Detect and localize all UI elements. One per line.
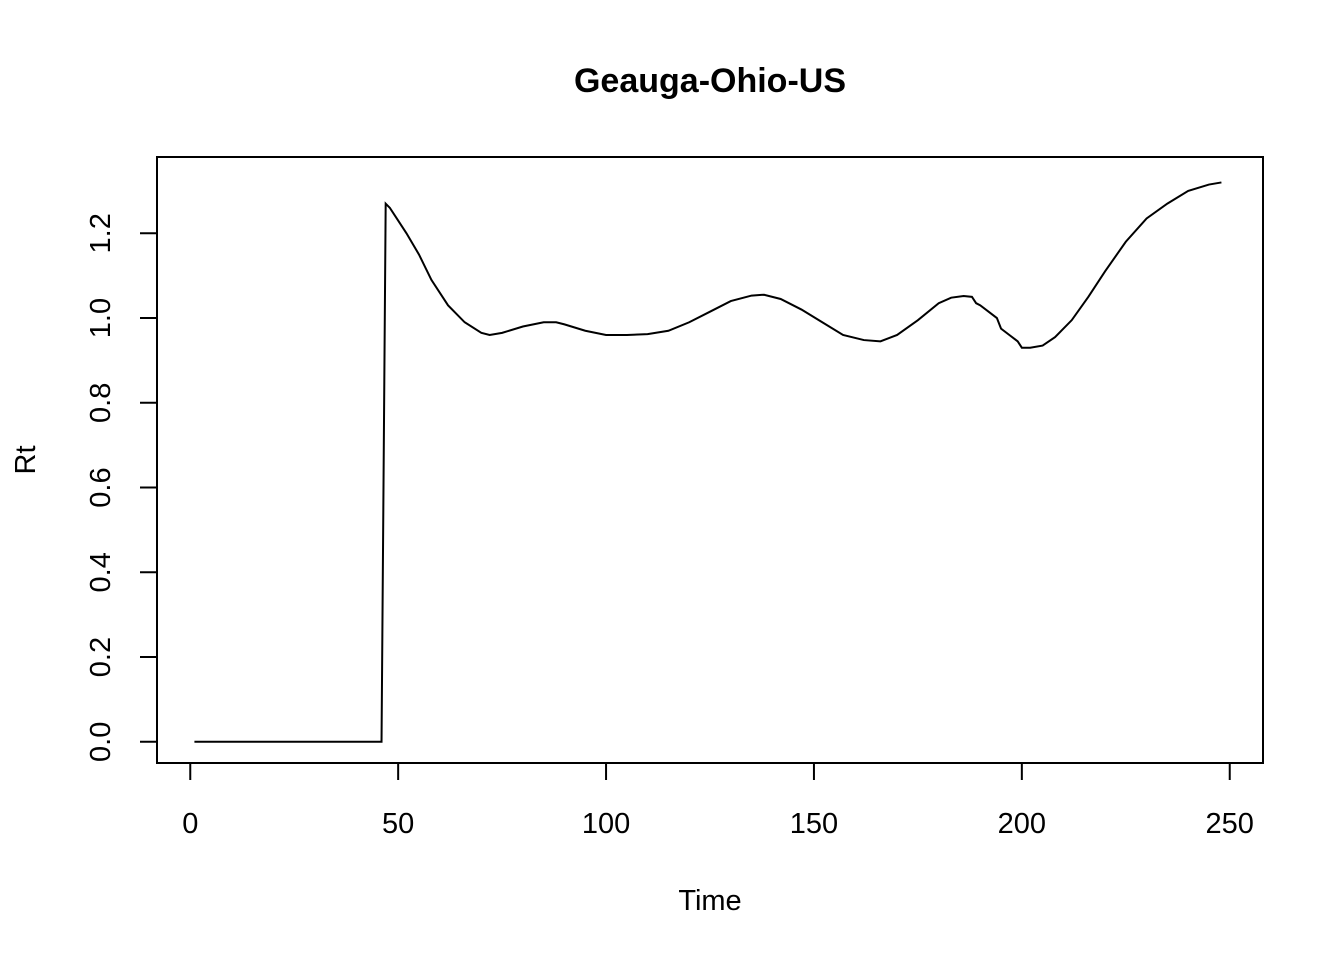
x-tick-label: 50 <box>382 808 414 840</box>
y-tick-label: 1.2 <box>85 213 117 253</box>
x-axis-label: Time <box>678 885 741 917</box>
chart-title: Geauga-Ohio-US <box>574 62 846 100</box>
y-tick-label: 0.4 <box>85 552 117 592</box>
y-tick-label: 1.0 <box>85 298 117 338</box>
x-tick-label: 100 <box>582 808 630 840</box>
x-tick-label: 0 <box>182 808 198 840</box>
plot-frame <box>156 156 1264 764</box>
x-axis: 0 50 100 150 200 250 <box>182 762 1254 840</box>
x-tick-label: 250 <box>1206 808 1254 840</box>
x-tick-label: 200 <box>998 808 1046 840</box>
x-tick-label: 150 <box>790 808 838 840</box>
y-tick-label: 0.0 <box>85 722 117 762</box>
y-tick-label: 0.2 <box>85 637 117 677</box>
y-tick-label: 0.6 <box>85 467 117 507</box>
rt-series-line <box>194 181 1222 743</box>
y-axis-label: Rt <box>10 446 42 475</box>
y-tick-label: 0.8 <box>85 383 117 423</box>
y-axis: 0.0 0.2 0.4 0.6 0.8 1.0 1.2 <box>85 213 158 762</box>
